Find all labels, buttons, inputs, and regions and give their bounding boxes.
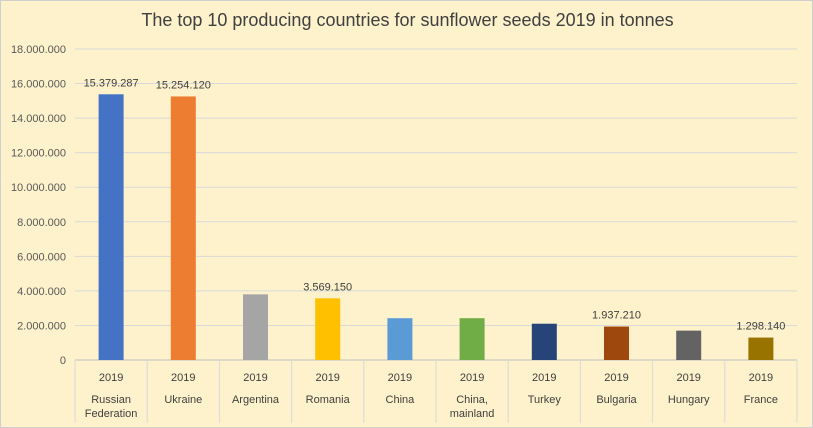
x-tick-year: 2019: [388, 372, 412, 384]
y-tick-label: 14.000.000: [11, 113, 66, 125]
bar: [170, 96, 196, 361]
data-label: 15.254.120: [156, 79, 211, 91]
x-tick-year: 2019: [171, 372, 195, 384]
x-tick-label: Bulgaria: [596, 394, 637, 406]
x-tick-label: China: [386, 394, 416, 406]
y-tick-label: 6.000.000: [17, 251, 66, 263]
x-tick-year: 2019: [99, 372, 123, 384]
chart-title: The top 10 producing countries for sunfl…: [141, 10, 674, 30]
x-tick-year: 2019: [243, 372, 267, 384]
bar: [676, 330, 702, 360]
y-tick-label: 4.000.000: [17, 286, 66, 298]
x-tick-label: China,: [456, 394, 488, 406]
x-tick-label: mainland: [450, 408, 495, 420]
y-tick-label: 12.000.000: [11, 148, 66, 160]
bar: [387, 318, 413, 360]
bar: [243, 294, 268, 360]
x-tick-year: 2019: [676, 372, 700, 384]
bar: [98, 94, 124, 361]
x-tick-label: Romania: [306, 394, 351, 406]
x-tick-year: 2019: [604, 372, 628, 384]
y-tick-label: 10.000.000: [11, 182, 66, 194]
x-tick-year: 2019: [460, 372, 484, 384]
data-label: 1.937.210: [592, 310, 641, 322]
y-tick-label: 2.000.000: [17, 320, 66, 332]
x-tick-label: Federation: [85, 408, 138, 420]
y-tick-label: 18.000.000: [11, 44, 66, 56]
x-tick-label: Argentina: [232, 394, 280, 406]
bar: [531, 323, 557, 360]
bar: [748, 337, 774, 360]
x-tick-year: 2019: [749, 372, 773, 384]
bar: [459, 318, 485, 360]
x-tick-label: Turkey: [528, 394, 562, 406]
x-tick-label: Ukraine: [164, 394, 202, 406]
data-label: 1.298.140: [736, 321, 785, 333]
y-tick-label: 16.000.000: [11, 79, 66, 91]
data-label: 15.379.287: [84, 77, 139, 89]
x-tick-label: Russian: [91, 394, 131, 406]
data-label: 3.569.150: [303, 281, 352, 293]
x-tick-year: 2019: [532, 372, 556, 384]
x-tick-label: France: [744, 394, 778, 406]
bar: [315, 298, 341, 360]
x-tick-label: Hungary: [668, 394, 710, 406]
bar: [604, 326, 629, 360]
y-tick-label: 0: [60, 355, 66, 367]
y-tick-label: 8.000.000: [17, 217, 66, 229]
x-tick-year: 2019: [315, 372, 339, 384]
